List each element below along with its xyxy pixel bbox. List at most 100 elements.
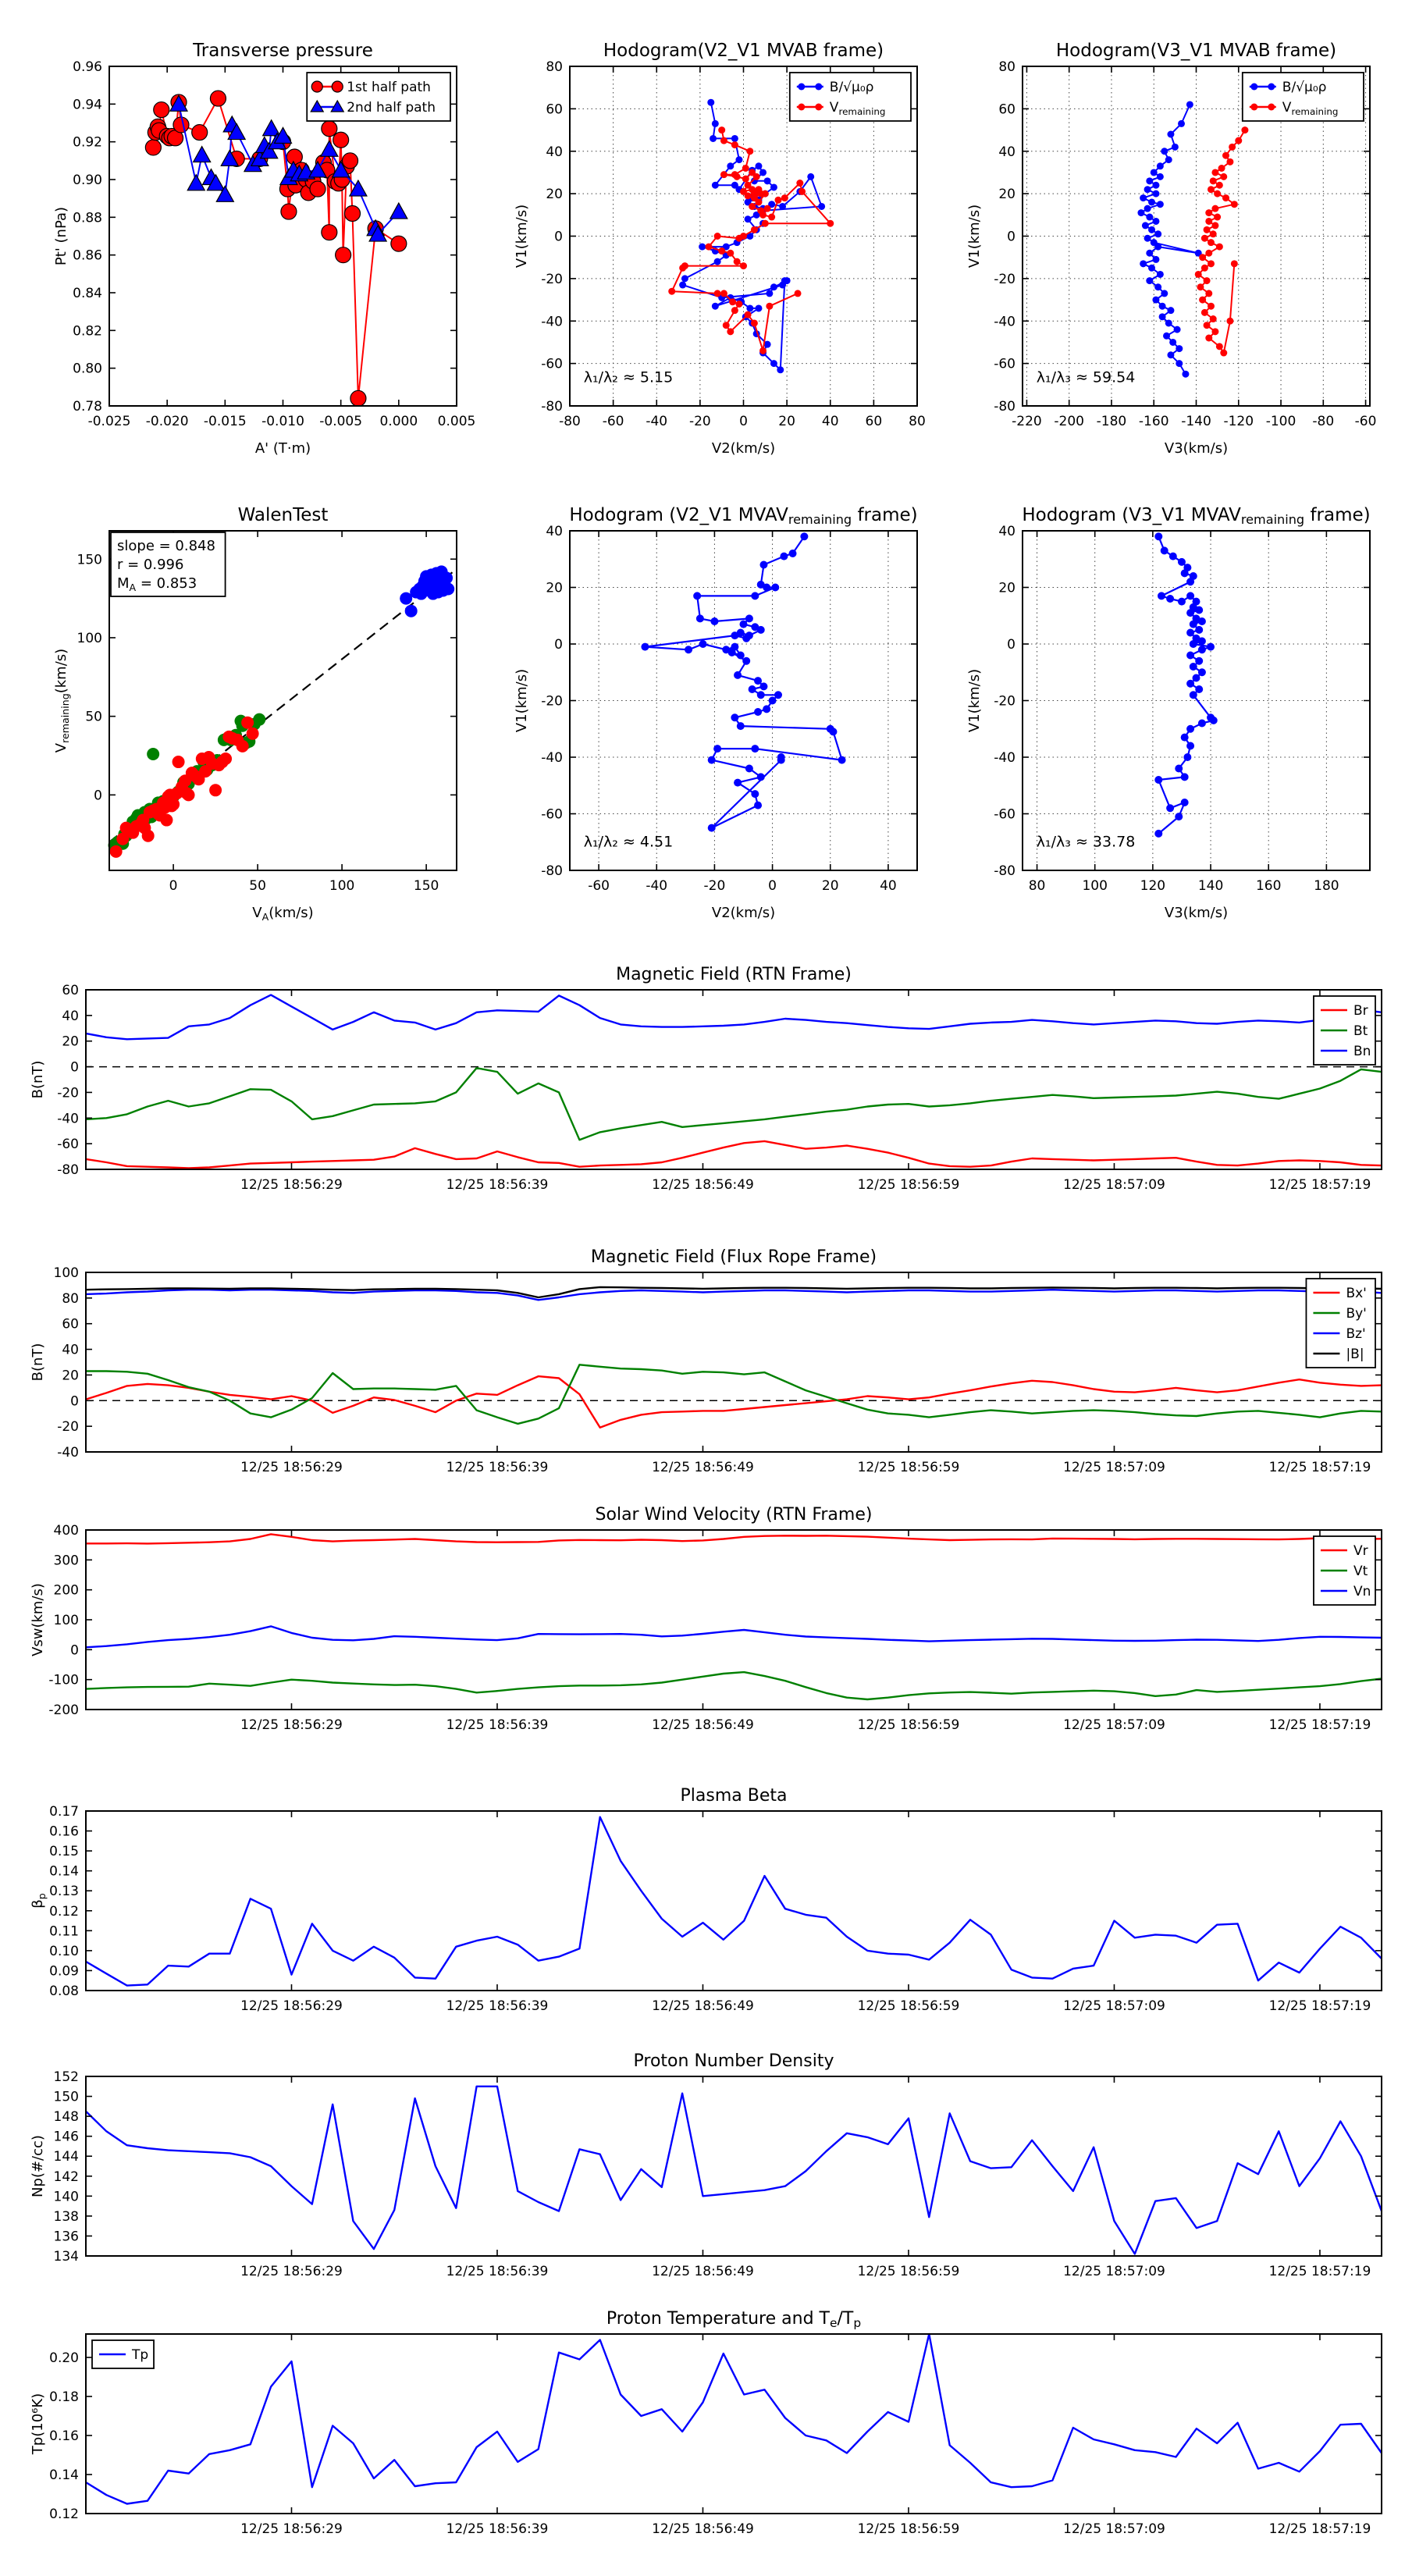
y-tick-label: 80 (998, 59, 1016, 75)
y-tick-label: -40 (541, 750, 563, 766)
x-tick-label: -20 (704, 878, 726, 894)
legend-label: Vn (1353, 1584, 1371, 1599)
y-axis-label: Vremaining(km/s) (53, 649, 71, 753)
series-V-path (1158, 535, 1215, 834)
y-tick-label: -60 (541, 357, 563, 372)
annotation: λ₁/λ₂ ≈ 4.51 (584, 834, 673, 851)
panel-proton-temperature: 12/25 18:56:29 12/25 18:56:39 12/25 18:56:… (16, 2304, 1397, 2562)
x-tick-label: -60 (588, 878, 610, 894)
x-axis-label: V3(km/s) (1165, 905, 1228, 921)
stats-line: slope = 0.848 (117, 538, 215, 554)
y-tick-label: 142 (54, 2169, 79, 2185)
y-tick-label: 0.20 (49, 2350, 79, 2366)
y-tick-label: -20 (57, 1085, 79, 1101)
transverse-pressure-svg: -0.025 -0.020 -0.015 -0.010 -0.005 0.000 0.005… (53, 41, 475, 457)
x-axis-label: V2(km/s) (712, 440, 775, 457)
y-tick-label: 0 (1007, 637, 1016, 653)
legend-box (788, 72, 912, 122)
x-tick-label: -180 (1097, 414, 1127, 429)
legend-label: Vt (1353, 1564, 1368, 1579)
x-tick-label: 12/25 18:56:39 (446, 2521, 549, 2537)
x-tick-label: -0.020 (146, 414, 189, 429)
series-Vr (86, 1533, 1382, 1545)
y-tick-label: -40 (541, 314, 563, 329)
y-tick-label: 40 (998, 524, 1016, 539)
y-tick-label: 0 (554, 229, 563, 245)
y-tick-label: 0 (94, 788, 102, 803)
panel-hodogram-v3v1-mvav: 80 100 120 140 160 180 -80 -60 -40 -20 0 20 40 Hodogr… (948, 488, 1389, 945)
x-tick-label: 12/25 18:56:49 (652, 1460, 754, 1475)
x-tick-label: -60 (1355, 414, 1377, 429)
panel-plasma-beta: 12/25 18:56:29 12/25 18:56:39 12/25 18:56:… (16, 1781, 1397, 2039)
y-tick-label: -20 (994, 272, 1016, 287)
x-axis-label: V3(km/s) (1165, 440, 1228, 457)
plot-frame (85, 989, 1382, 1170)
y-tick-label: 0.11 (49, 1923, 79, 1939)
series-Br (85, 1140, 1382, 1169)
y-tick-label: -20 (541, 694, 563, 710)
x-tick-label: -60 (603, 414, 624, 429)
y-tick-label: 100 (54, 1265, 79, 1281)
y-tick-label: 60 (998, 101, 1016, 117)
y-tick-label: 0.14 (49, 2467, 79, 2483)
y-tick-label: 0.86 (73, 248, 102, 264)
y-tick-label: -20 (57, 1419, 79, 1435)
y-tick-label: 150 (54, 2090, 79, 2105)
y-tick-label: 60 (546, 101, 563, 117)
series-Np (85, 2085, 1383, 2255)
plasma-beta-title: Plasma Beta (681, 1786, 788, 1806)
series-V-path (670, 130, 831, 352)
x-tick-label: 12/25 18:57:19 (1269, 1177, 1371, 1193)
series-Vn (85, 1625, 1382, 1649)
y-tick-label: -60 (57, 1137, 79, 1152)
y-tick-label: 0.14 (49, 1864, 79, 1880)
x-tick-label: 12/25 18:56:39 (446, 1998, 549, 2014)
x-tick-label: 80 (909, 414, 926, 429)
y-tick-label: 300 (54, 1553, 79, 1568)
y-tick-label: 80 (62, 1291, 79, 1307)
x-tick-label: 12/25 18:56:29 (240, 2264, 343, 2279)
x-tick-label: 12/25 18:56:59 (858, 1460, 960, 1475)
x-axis-label: VA(km/s) (252, 905, 313, 923)
panel-transverse-pressure: -0.025 -0.020 -0.015 -0.010 -0.005 0.000 0.005… (35, 23, 476, 480)
y-tick-label: 0.16 (49, 2428, 79, 2444)
x-tick-label: -160 (1139, 414, 1169, 429)
x-tick-label: 12/25 18:56:39 (446, 1460, 549, 1475)
y-tick-label: 0.82 (73, 323, 102, 339)
plot-frame (85, 1529, 1382, 1710)
y-tick-label: 100 (54, 1613, 79, 1628)
proton-temperature-svg: 12/25 18:56:29 12/25 18:56:39 12/25 18:56:… (30, 2309, 1382, 2537)
x-tick-label: 12/25 18:57:09 (1063, 1460, 1165, 1475)
series-Bn (85, 994, 1382, 1041)
y-tick-label: 0.90 (73, 173, 102, 188)
y-tick-label: 152 (54, 2069, 79, 2085)
x-tick-label: 12/25 18:57:19 (1269, 1460, 1371, 1475)
series-By' (86, 1364, 1382, 1425)
walen-test-svg: 0 50 100 150 0 50 100 150 WalenTest VA(km/s) Vrema… (53, 505, 457, 923)
series-Bz' (85, 1289, 1382, 1301)
walen-test-title: WalenTest (238, 505, 329, 525)
x-tick-label: 40 (822, 414, 839, 429)
legend-label: Vr (1353, 1543, 1368, 1559)
x-tick-label: 12/25 18:56:39 (446, 1717, 549, 1733)
y-tick-label: 136 (54, 2229, 79, 2244)
legend-label: Vremaining (830, 100, 886, 117)
legend-box (306, 72, 451, 122)
x-tick-label: -80 (559, 414, 581, 429)
y-tick-label: -40 (57, 1445, 79, 1461)
hodogram-v3v1-mvav-svg: 80 100 120 140 160 180 -80 -60 -40 -20 0 20 40 Hodogr… (966, 505, 1371, 921)
y-tick-label: 0.17 (49, 1804, 79, 1820)
y-tick-label: 40 (546, 524, 563, 539)
y-tick-label: 80 (546, 59, 563, 75)
y-tick-label: -20 (994, 694, 1016, 710)
legend-label: 1st half path (347, 80, 431, 95)
y-tick-label: -60 (541, 807, 563, 823)
y-axis-label: B(nT) (30, 1343, 46, 1382)
series-beta-p (85, 1816, 1382, 1987)
y-tick-label: 0.96 (73, 59, 102, 75)
x-tick-label: 12/25 18:56:59 (858, 2264, 960, 2279)
y-tick-label: 0.13 (49, 1884, 79, 1899)
x-tick-label: 12/25 18:56:39 (446, 2264, 549, 2279)
y-tick-label: 0.16 (49, 1824, 79, 1840)
panel-proton-number-density: 12/25 18:56:29 12/25 18:56:39 12/25 18:56:… (16, 2047, 1397, 2304)
